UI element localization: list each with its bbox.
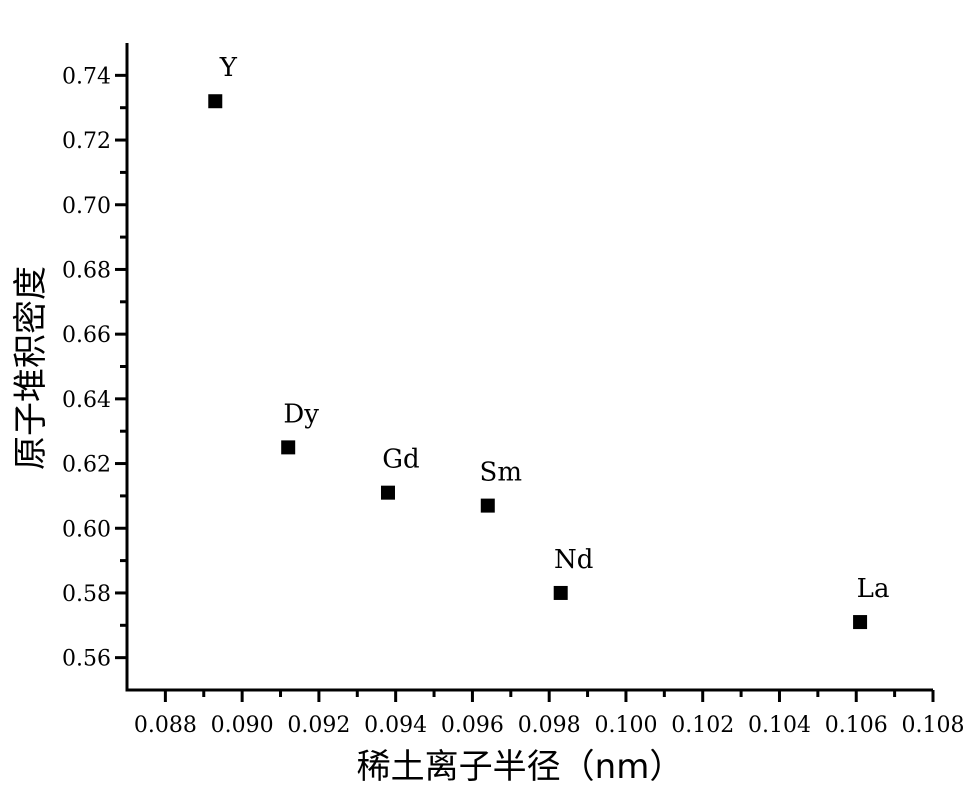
- data-points: Y Dy Gd Sm Nd La: [208, 53, 890, 630]
- x-tick-label: 0.108: [902, 713, 965, 738]
- y-tick-label: 0.68: [62, 258, 111, 283]
- y-tick-label: 0.66: [62, 323, 111, 348]
- x-tick-label: 0.088: [134, 713, 197, 738]
- x-tick-label: 0.094: [364, 713, 427, 738]
- y-tick-label: 0.62: [62, 453, 111, 478]
- y-tick-label: 0.70: [62, 194, 111, 219]
- y-tick-label: 0.60: [62, 517, 111, 542]
- data-point: [380, 485, 395, 500]
- data-point-label: Nd: [554, 545, 593, 575]
- data-point-label: Gd: [382, 445, 419, 475]
- data-point-label: Y: [219, 53, 238, 83]
- y-tick-label: 0.56: [62, 647, 111, 672]
- y-tick-label: 0.72: [62, 129, 111, 154]
- data-point: [281, 440, 296, 455]
- x-tick-label: 0.096: [441, 713, 504, 738]
- x-tick-label: 0.092: [287, 713, 350, 738]
- y-tick-label: 0.74: [62, 64, 111, 89]
- x-tick-label: 0.090: [211, 713, 274, 738]
- x-tick-label: 0.100: [594, 713, 657, 738]
- x-tick-label: 0.098: [518, 713, 581, 738]
- x-axis: 0.088 0.090 0.092 0.094 0.096 0.098 0.100 0.102…: [125, 688, 965, 738]
- x-axis-title: 稀土离子半径（nm）: [357, 747, 684, 787]
- x-tick-label: 0.102: [671, 713, 734, 738]
- x-tick-label: 0.104: [748, 713, 811, 738]
- data-point: [480, 498, 495, 513]
- y-axis-title: 原子堆积密度: [11, 266, 51, 470]
- y-tick-label: 0.64: [62, 388, 111, 413]
- y-tick-label: 0.58: [62, 582, 111, 607]
- data-point: [853, 615, 868, 630]
- data-point: [553, 585, 568, 600]
- data-point: [208, 94, 223, 109]
- data-point-label: Dy: [283, 399, 319, 429]
- y-axis: 0.56 0.58 0.60 0.62 0.64 0.66 0.68 0.70 0.72 0.74: [62, 43, 129, 692]
- data-point-label: La: [857, 574, 890, 604]
- x-tick-label: 0.106: [825, 713, 888, 738]
- data-point-label: Sm: [480, 458, 522, 488]
